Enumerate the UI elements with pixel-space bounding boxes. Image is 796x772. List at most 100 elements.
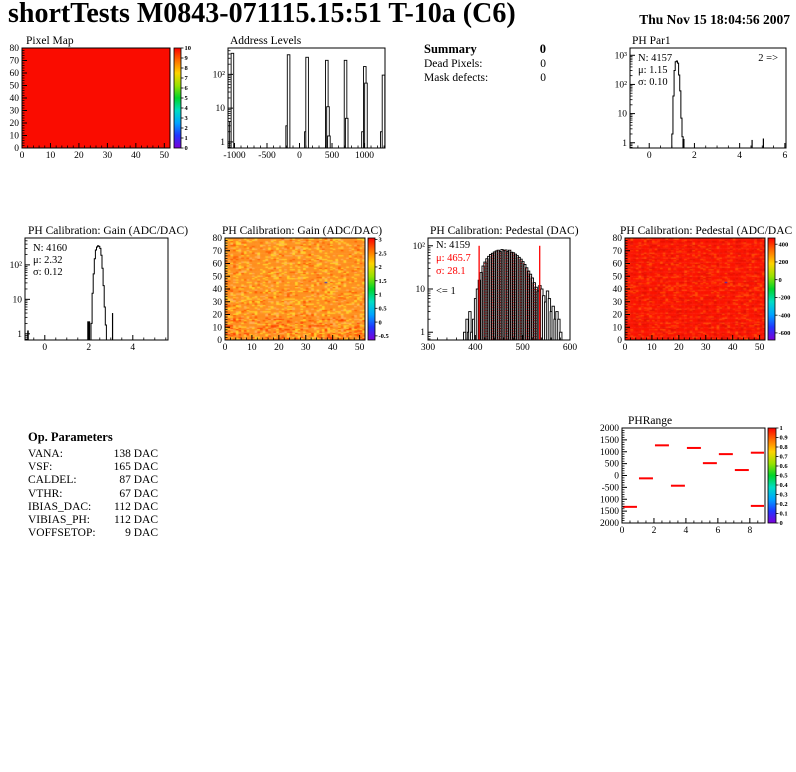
svg-text:10²: 10² — [10, 261, 23, 271]
svg-text:0.6: 0.6 — [780, 463, 789, 470]
op-param-value: 87 DAC — [119, 474, 158, 487]
svg-text:40: 40 — [728, 343, 738, 353]
svg-text:PH Calibration: Gain (ADC/DAC): PH Calibration: Gain (ADC/DAC) — [28, 225, 188, 237]
op-param-value: 165 DAC — [113, 461, 158, 474]
svg-text:μ: 2.32: μ: 2.32 — [33, 255, 63, 266]
svg-text:0.1: 0.1 — [780, 511, 788, 518]
svg-text:2000: 2000 — [600, 424, 619, 434]
svg-text:0.5: 0.5 — [780, 473, 789, 480]
svg-text:70: 70 — [613, 247, 623, 257]
svg-text:0: 0 — [379, 319, 382, 326]
svg-text:0: 0 — [217, 336, 222, 346]
svg-text:0: 0 — [617, 336, 622, 346]
svg-text:6: 6 — [715, 526, 720, 536]
svg-text:PH Calibration: Gain (ADC/DAC): PH Calibration: Gain (ADC/DAC) — [222, 225, 382, 237]
svg-text:70: 70 — [10, 57, 20, 67]
svg-text:200: 200 — [779, 259, 789, 266]
svg-text:PH Calibration: Pedestal (ADC/: PH Calibration: Pedestal (ADC/DAC — [620, 225, 792, 237]
svg-text:-600: -600 — [779, 330, 791, 337]
svg-text:20: 20 — [10, 119, 20, 129]
svg-text:1500: 1500 — [600, 507, 619, 517]
svg-text:4: 4 — [185, 105, 189, 112]
op-parameter-row: VTHR: 67 DAC — [28, 488, 158, 501]
svg-text:0: 0 — [647, 151, 652, 161]
svg-text:σ: 28.1: σ: 28.1 — [436, 266, 466, 277]
svg-text:μ: 1.15: μ: 1.15 — [638, 65, 668, 76]
svg-text:σ: 0.10: σ: 0.10 — [638, 77, 668, 88]
svg-text:0: 0 — [185, 145, 188, 152]
svg-text:σ: 0.12: σ: 0.12 — [33, 267, 63, 278]
svg-text:0.9: 0.9 — [780, 435, 789, 442]
svg-text:50: 50 — [213, 272, 223, 282]
svg-text:10³: 10³ — [615, 51, 628, 61]
svg-text:10²: 10² — [615, 80, 628, 90]
svg-text:9: 9 — [185, 55, 189, 62]
svg-text:7: 7 — [185, 75, 189, 82]
svg-text:30: 30 — [103, 151, 113, 161]
summary-heading-value: 0 — [539, 42, 546, 56]
summary-row-value: 0 — [540, 58, 546, 70]
svg-text:2 =>: 2 => — [758, 53, 778, 64]
svg-text:0: 0 — [620, 526, 625, 536]
svg-text:50: 50 — [355, 343, 365, 353]
svg-text:2: 2 — [652, 526, 657, 536]
op-param-label: VTHR: — [28, 487, 63, 500]
svg-text:0: 0 — [42, 343, 47, 353]
svg-text:30: 30 — [613, 298, 623, 308]
svg-text:2: 2 — [185, 125, 188, 132]
svg-text:70: 70 — [213, 247, 223, 257]
svg-text:1: 1 — [622, 139, 627, 149]
svg-text:500: 500 — [325, 151, 340, 161]
op-param-label: VSF: — [28, 461, 53, 474]
svg-text:40: 40 — [10, 94, 20, 104]
svg-text:300: 300 — [421, 343, 436, 353]
page-title: shortTests M0843-071115.15:51 T-10a (C6) — [8, 0, 516, 29]
svg-text:60: 60 — [213, 260, 223, 270]
svg-text:0: 0 — [623, 343, 628, 353]
svg-text:μ: 465.7: μ: 465.7 — [436, 253, 471, 264]
svg-text:8: 8 — [185, 65, 189, 72]
svg-text:80: 80 — [213, 234, 223, 244]
summary-block: Summary 0 Dead Pixels: 0 Mask defects: 0 — [424, 42, 546, 85]
svg-text:2.5: 2.5 — [379, 250, 388, 257]
op-param-value: 138 DAC — [113, 448, 158, 460]
svg-text:0.4: 0.4 — [780, 482, 789, 489]
svg-text:PH Par1: PH Par1 — [632, 35, 671, 47]
svg-text:2: 2 — [379, 264, 382, 271]
op-param-value: 112 DAC — [114, 514, 158, 527]
svg-text:0: 0 — [780, 520, 783, 527]
svg-text:1: 1 — [420, 328, 425, 338]
svg-text:3: 3 — [185, 115, 189, 122]
svg-text:10: 10 — [618, 110, 628, 120]
timestamp: Thu Nov 15 18:04:56 2007 — [639, 12, 790, 27]
svg-text:50: 50 — [755, 343, 765, 353]
op-param-label: VOFFSETOP: — [28, 527, 96, 540]
svg-text:1: 1 — [17, 330, 22, 340]
svg-text:600: 600 — [563, 343, 578, 353]
op-param-label: CALDEL: — [28, 474, 77, 487]
svg-text:0.7: 0.7 — [780, 454, 789, 461]
svg-text:1000: 1000 — [355, 151, 374, 161]
svg-text:PH Calibration: Pedestal (DAC): PH Calibration: Pedestal (DAC) — [430, 225, 579, 237]
summary-row: Mask defects: 0 — [424, 71, 546, 85]
svg-text:1.5: 1.5 — [379, 278, 388, 285]
svg-text:0.3: 0.3 — [780, 492, 789, 499]
svg-text:-500: -500 — [602, 483, 620, 493]
svg-text:8: 8 — [747, 526, 752, 536]
svg-text:3: 3 — [379, 237, 383, 244]
svg-text:500: 500 — [605, 460, 620, 470]
svg-text:0: 0 — [14, 144, 19, 154]
op-parameter-row: IBIAS_DAC: 112 DAC — [28, 501, 158, 514]
svg-text:<= 1: <= 1 — [436, 286, 456, 297]
svg-text:2: 2 — [692, 151, 697, 161]
svg-text:10: 10 — [13, 295, 23, 305]
svg-text:0: 0 — [223, 343, 228, 353]
svg-text:2000: 2000 — [600, 519, 619, 529]
op-param-value: 67 DAC — [119, 487, 158, 500]
